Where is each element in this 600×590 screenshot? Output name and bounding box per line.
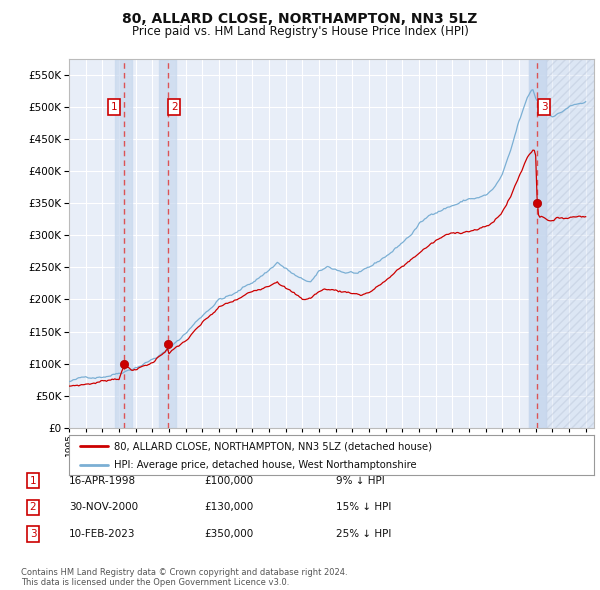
Bar bbox=[529, 59, 546, 428]
Bar bbox=[160, 59, 176, 428]
Text: 2: 2 bbox=[29, 503, 37, 512]
Text: Contains HM Land Registry data © Crown copyright and database right 2024.
This d: Contains HM Land Registry data © Crown c… bbox=[21, 568, 347, 587]
Bar bbox=[529, 59, 546, 428]
Bar bbox=[546, 59, 594, 428]
Text: 80, ALLARD CLOSE, NORTHAMPTON, NN3 5LZ (detached house): 80, ALLARD CLOSE, NORTHAMPTON, NN3 5LZ (… bbox=[113, 441, 431, 451]
Text: 80, ALLARD CLOSE, NORTHAMPTON, NN3 5LZ: 80, ALLARD CLOSE, NORTHAMPTON, NN3 5LZ bbox=[122, 12, 478, 26]
Text: 2: 2 bbox=[171, 102, 178, 112]
Text: £350,000: £350,000 bbox=[204, 529, 253, 539]
Text: 16-APR-1998: 16-APR-1998 bbox=[69, 476, 136, 486]
Text: £130,000: £130,000 bbox=[204, 503, 253, 512]
Text: 3: 3 bbox=[541, 102, 547, 112]
Text: 10-FEB-2023: 10-FEB-2023 bbox=[69, 529, 136, 539]
Text: 15% ↓ HPI: 15% ↓ HPI bbox=[336, 503, 391, 512]
Text: 9% ↓ HPI: 9% ↓ HPI bbox=[336, 476, 385, 486]
Text: HPI: Average price, detached house, West Northamptonshire: HPI: Average price, detached house, West… bbox=[113, 460, 416, 470]
Text: 25% ↓ HPI: 25% ↓ HPI bbox=[336, 529, 391, 539]
Text: 3: 3 bbox=[29, 529, 37, 539]
Text: 1: 1 bbox=[110, 102, 117, 112]
Bar bbox=[115, 59, 132, 428]
Text: 30-NOV-2000: 30-NOV-2000 bbox=[69, 503, 138, 512]
Text: £100,000: £100,000 bbox=[204, 476, 253, 486]
Text: Price paid vs. HM Land Registry's House Price Index (HPI): Price paid vs. HM Land Registry's House … bbox=[131, 25, 469, 38]
Text: 1: 1 bbox=[29, 476, 37, 486]
